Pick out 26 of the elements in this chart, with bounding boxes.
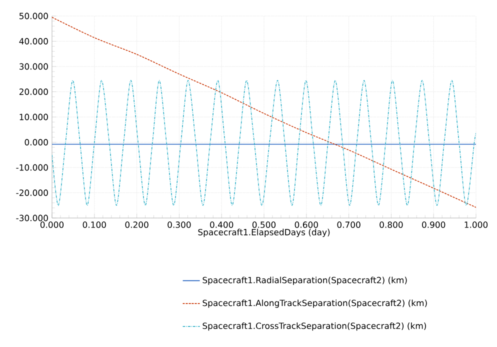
legend-label: Spacecraft1.CrossTrackSeparation(Spacecraft2) (km) (202, 322, 426, 331)
legend-label: Spacecraft1.AlongTrackSeparation(Spacecraft2) (km) (202, 300, 427, 308)
y-tick-label: 0.000 (24, 139, 48, 146)
line-series (52, 80, 476, 206)
x-tick-label: 0.600 (294, 222, 318, 228)
x-axis-title: Spacecraft1.ElapsedDays (day) (198, 228, 330, 237)
y-tick-label: -10.000 (16, 164, 48, 171)
x-tick-label: 0.800 (380, 222, 403, 228)
x-tick-label: 0.400 (210, 222, 234, 228)
x-tick-label: 0.200 (125, 222, 148, 228)
legend-label: Spacecraft1.RadialSeparation(Spacecraft2) (km) (202, 276, 407, 285)
y-tick-label: -30.000 (16, 214, 48, 222)
x-tick-label: 0.300 (168, 222, 191, 228)
x-tick-label: 0.500 (252, 222, 276, 228)
line-series (52, 16, 476, 208)
y-tick-label: -20.000 (16, 190, 48, 196)
y-tick-label: 20.000 (19, 88, 48, 95)
y-tick-label: 10.000 (20, 114, 48, 120)
x-tick-label: 0.100 (82, 222, 106, 228)
x-tick-label: 1.000 (464, 222, 488, 228)
y-tick-label: 40.000 (19, 38, 48, 44)
y-tick-label: 30.000 (19, 63, 48, 70)
x-tick-label: 0.900 (422, 222, 446, 228)
y-tick-label: 50.000 (20, 12, 48, 20)
x-tick-label: 0.700 (337, 222, 360, 228)
x-tick-label: 0.000 (40, 222, 64, 228)
